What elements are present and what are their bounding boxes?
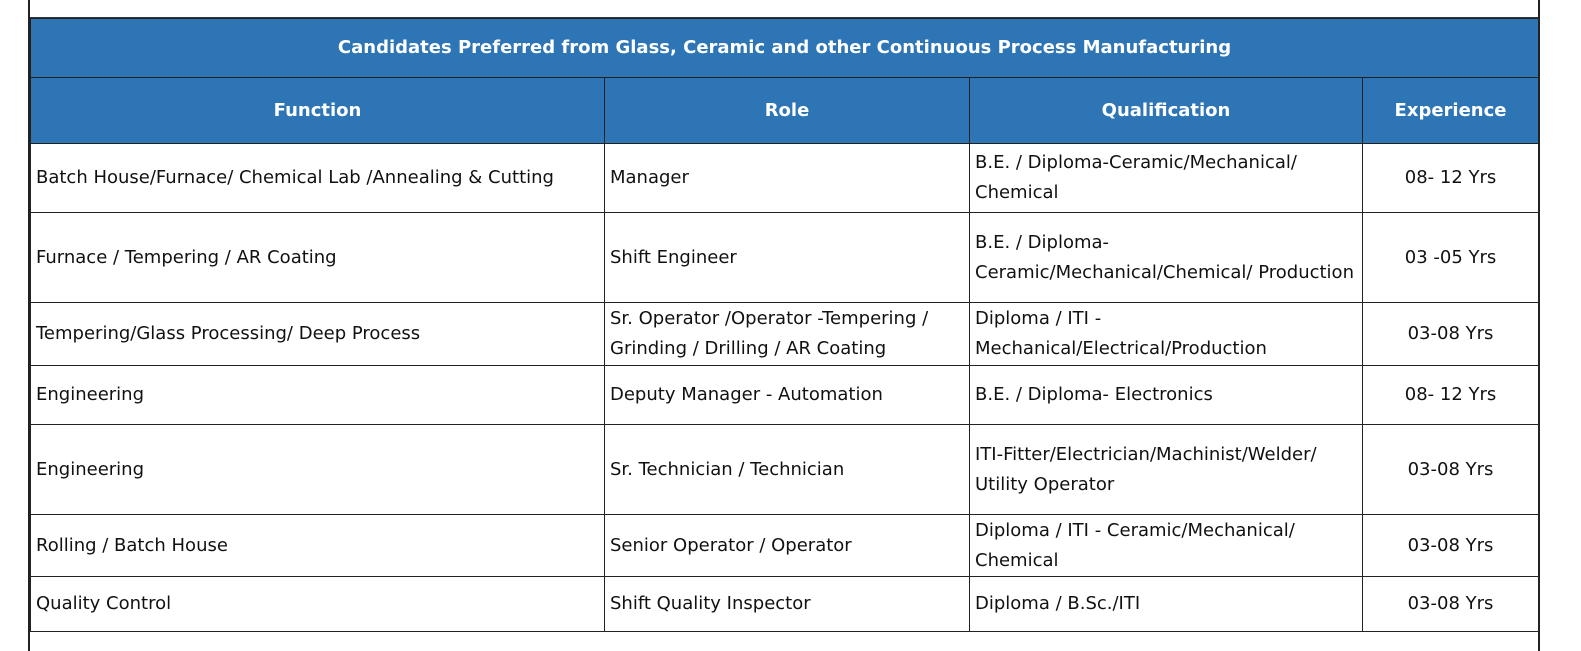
table-cell: Deputy Manager - Automation [604, 365, 970, 425]
table-cell: Batch House/Furnace/ Chemical Lab /Annea… [30, 143, 605, 213]
table-cell: Engineering [30, 365, 605, 425]
table-cell: Diploma / ITI - Mechanical/Electrical/Pr… [969, 302, 1363, 366]
table-row: Furnace / Tempering / AR Coating Shift En… [30, 212, 1540, 303]
top-strip [30, 0, 1538, 18]
table-cell: 03-08 Yrs [1361, 514, 1540, 577]
table-cell: Senior Operator / Operator [604, 514, 970, 577]
table-cell: 03 -05 Yrs [1361, 212, 1540, 303]
table-cell: Manager [604, 143, 970, 213]
table: Candidates Preferred from Glass, Ceramic… [29, 18, 1540, 632]
table-cell: Shift Quality Inspector [604, 576, 970, 632]
table-cell: B.E. / Diploma- Electronics [969, 365, 1363, 425]
document: Candidates Preferred from Glass, Ceramic… [28, 0, 1540, 651]
title-row: Candidates Preferred from Glass, Ceramic… [29, 18, 1540, 78]
table-head: Candidates Preferred from Glass, Ceramic… [29, 18, 1540, 144]
table-row: Rolling / Batch House Senior Operator / O… [30, 514, 1540, 577]
table-row: Engineering Deputy Manager - Automation B.… [30, 365, 1540, 425]
table-row: Quality Control Shift Quality Inspector Di… [30, 576, 1540, 632]
table-row: Batch House/Furnace/ Chemical Lab /Annea… [30, 143, 1540, 213]
table-cell: 03-08 Yrs [1361, 302, 1540, 366]
header-row: Function Role Qualification Experience [30, 77, 1540, 144]
column-header: Qualification [969, 77, 1363, 144]
table-cell: Engineering [30, 424, 605, 515]
table-cell: 03-08 Yrs [1361, 424, 1540, 515]
table-row: Tempering/Glass Processing/ Deep Process… [30, 302, 1540, 366]
table-cell: B.E. / Diploma-Ceramic/Mechanical/ Chemi… [969, 143, 1363, 213]
table-cell: B.E. / Diploma- Ceramic/Mechanical/Chemi… [969, 212, 1363, 303]
table-cell: Quality Control [30, 576, 605, 632]
table-cell: Sr. Technician / Technician [604, 424, 970, 515]
table-cell: ITI-Fitter/Electrician/Machinist/Welder/… [969, 424, 1363, 515]
table-cell: Furnace / Tempering / AR Coating [30, 212, 605, 303]
table-body: Batch House/Furnace/ Chemical Lab /Annea… [30, 143, 1540, 632]
table-cell: 08- 12 Yrs [1361, 143, 1540, 213]
column-header: Experience [1361, 77, 1540, 144]
column-header: Role [604, 77, 970, 144]
table-cell: Tempering/Glass Processing/ Deep Process [30, 302, 605, 366]
table-cell: Rolling / Batch House [30, 514, 605, 577]
table-cell: 03-08 Yrs [1361, 576, 1540, 632]
table-cell: Diploma / ITI - Ceramic/Mechanical/ Chem… [969, 514, 1363, 577]
column-header: Function [30, 77, 605, 144]
table-cell: 08- 12 Yrs [1361, 365, 1540, 425]
table-cell: Diploma / B.Sc./ITI [969, 576, 1363, 632]
table-title: Candidates Preferred from Glass, Ceramic… [29, 18, 1540, 78]
table-cell: Shift Engineer [604, 212, 970, 303]
table-row: Engineering Sr. Technician / Technician IT… [30, 424, 1540, 515]
table-cell: Sr. Operator /Operator -Tempering / Grin… [604, 302, 970, 366]
